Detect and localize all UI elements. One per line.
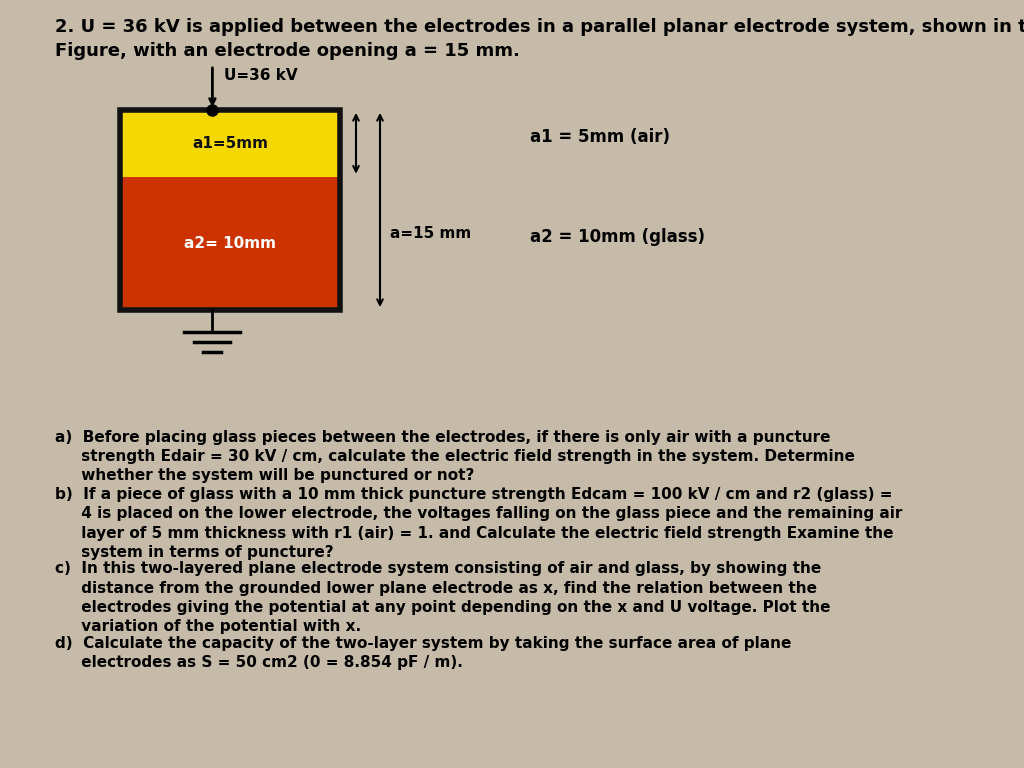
Text: a2= 10mm: a2= 10mm [184, 236, 276, 251]
Text: b)  If a piece of glass with a 10 mm thick puncture strength Edcam = 100 kV / cm: b) If a piece of glass with a 10 mm thic… [55, 487, 902, 560]
Text: a2 = 10mm (glass): a2 = 10mm (glass) [530, 227, 705, 246]
Text: d)  Calculate the capacity of the two-layer system by taking the surface area of: d) Calculate the capacity of the two-lay… [55, 636, 792, 670]
Text: a)  Before placing glass pieces between the electrodes, if there is only air wit: a) Before placing glass pieces between t… [55, 430, 855, 483]
Text: U=36 kV: U=36 kV [224, 68, 298, 83]
Text: a1=5mm: a1=5mm [193, 136, 268, 151]
Bar [120, 110, 340, 310]
Text: a1 = 5mm (air): a1 = 5mm (air) [530, 127, 670, 146]
Bar [120, 110, 340, 177]
Text: 2. U = 36 kV is applied between the electrodes in a parallel planar electrode sy: 2. U = 36 kV is applied between the elec… [55, 18, 1024, 36]
Text: a=15 mm: a=15 mm [390, 227, 471, 241]
Text: c)  In this two-layered plane electrode system consisting of air and glass, by s: c) In this two-layered plane electrode s… [55, 561, 830, 634]
Bar [120, 177, 340, 310]
Text: Figure, with an electrode opening a = 15 mm.: Figure, with an electrode opening a = 15… [55, 42, 520, 60]
